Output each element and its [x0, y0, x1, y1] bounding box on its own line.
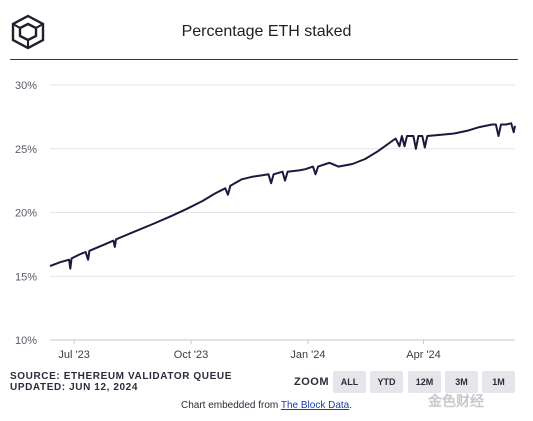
embed-suffix: . — [349, 400, 353, 411]
source-note: SOURCE: ETHEREUM VALIDATOR QUEUE UPDATED… — [10, 371, 232, 393]
y-tick-label: 15% — [15, 271, 37, 283]
embed-prefix: Chart embedded from — [180, 400, 281, 411]
zoom-all-button[interactable]: ALL — [333, 371, 366, 393]
chart-title: Percentage ETH staked — [181, 23, 352, 40]
zoom-12m-button[interactable]: 12M — [408, 371, 441, 393]
embed-credit: Chart embedded from The Block Data. — [0, 400, 533, 411]
y-tick-label: 30% — [15, 80, 37, 92]
zoom-1m-button[interactable]: 1M — [482, 371, 515, 393]
updated-text: UPDATED: JUN 12, 2024 — [10, 382, 139, 393]
x-tick-label: Oct '23 — [174, 349, 209, 360]
watermark-text: 金色财经 — [428, 393, 484, 409]
x-tick-label: Apr '24 — [406, 349, 441, 360]
title-divider — [10, 59, 518, 60]
y-tick-label: 20% — [15, 208, 37, 220]
x-tick-label: Jan '24 — [290, 349, 325, 360]
the-block-logo-icon — [10, 14, 46, 50]
line-chart[interactable]: 10% 15% 20% 25% 30% Jul '23 Oct '23 Jan '24 Apr … — [0, 60, 533, 360]
the-block-data-link[interactable]: The Block Data — [280, 400, 350, 411]
y-tick-label: 25% — [15, 144, 37, 156]
zoom-3m-button[interactable]: 3M — [445, 371, 478, 393]
zoom-label: ZOOM — [294, 376, 329, 388]
zoom-ytd-button[interactable]: YTD — [370, 371, 403, 393]
y-tick-label: 10% — [15, 335, 37, 347]
x-tick-label: Jul '23 — [58, 349, 89, 360]
source-text: SOURCE: ETHEREUM VALIDATOR QUEUE — [10, 371, 232, 382]
series-line — [49, 122, 516, 270]
